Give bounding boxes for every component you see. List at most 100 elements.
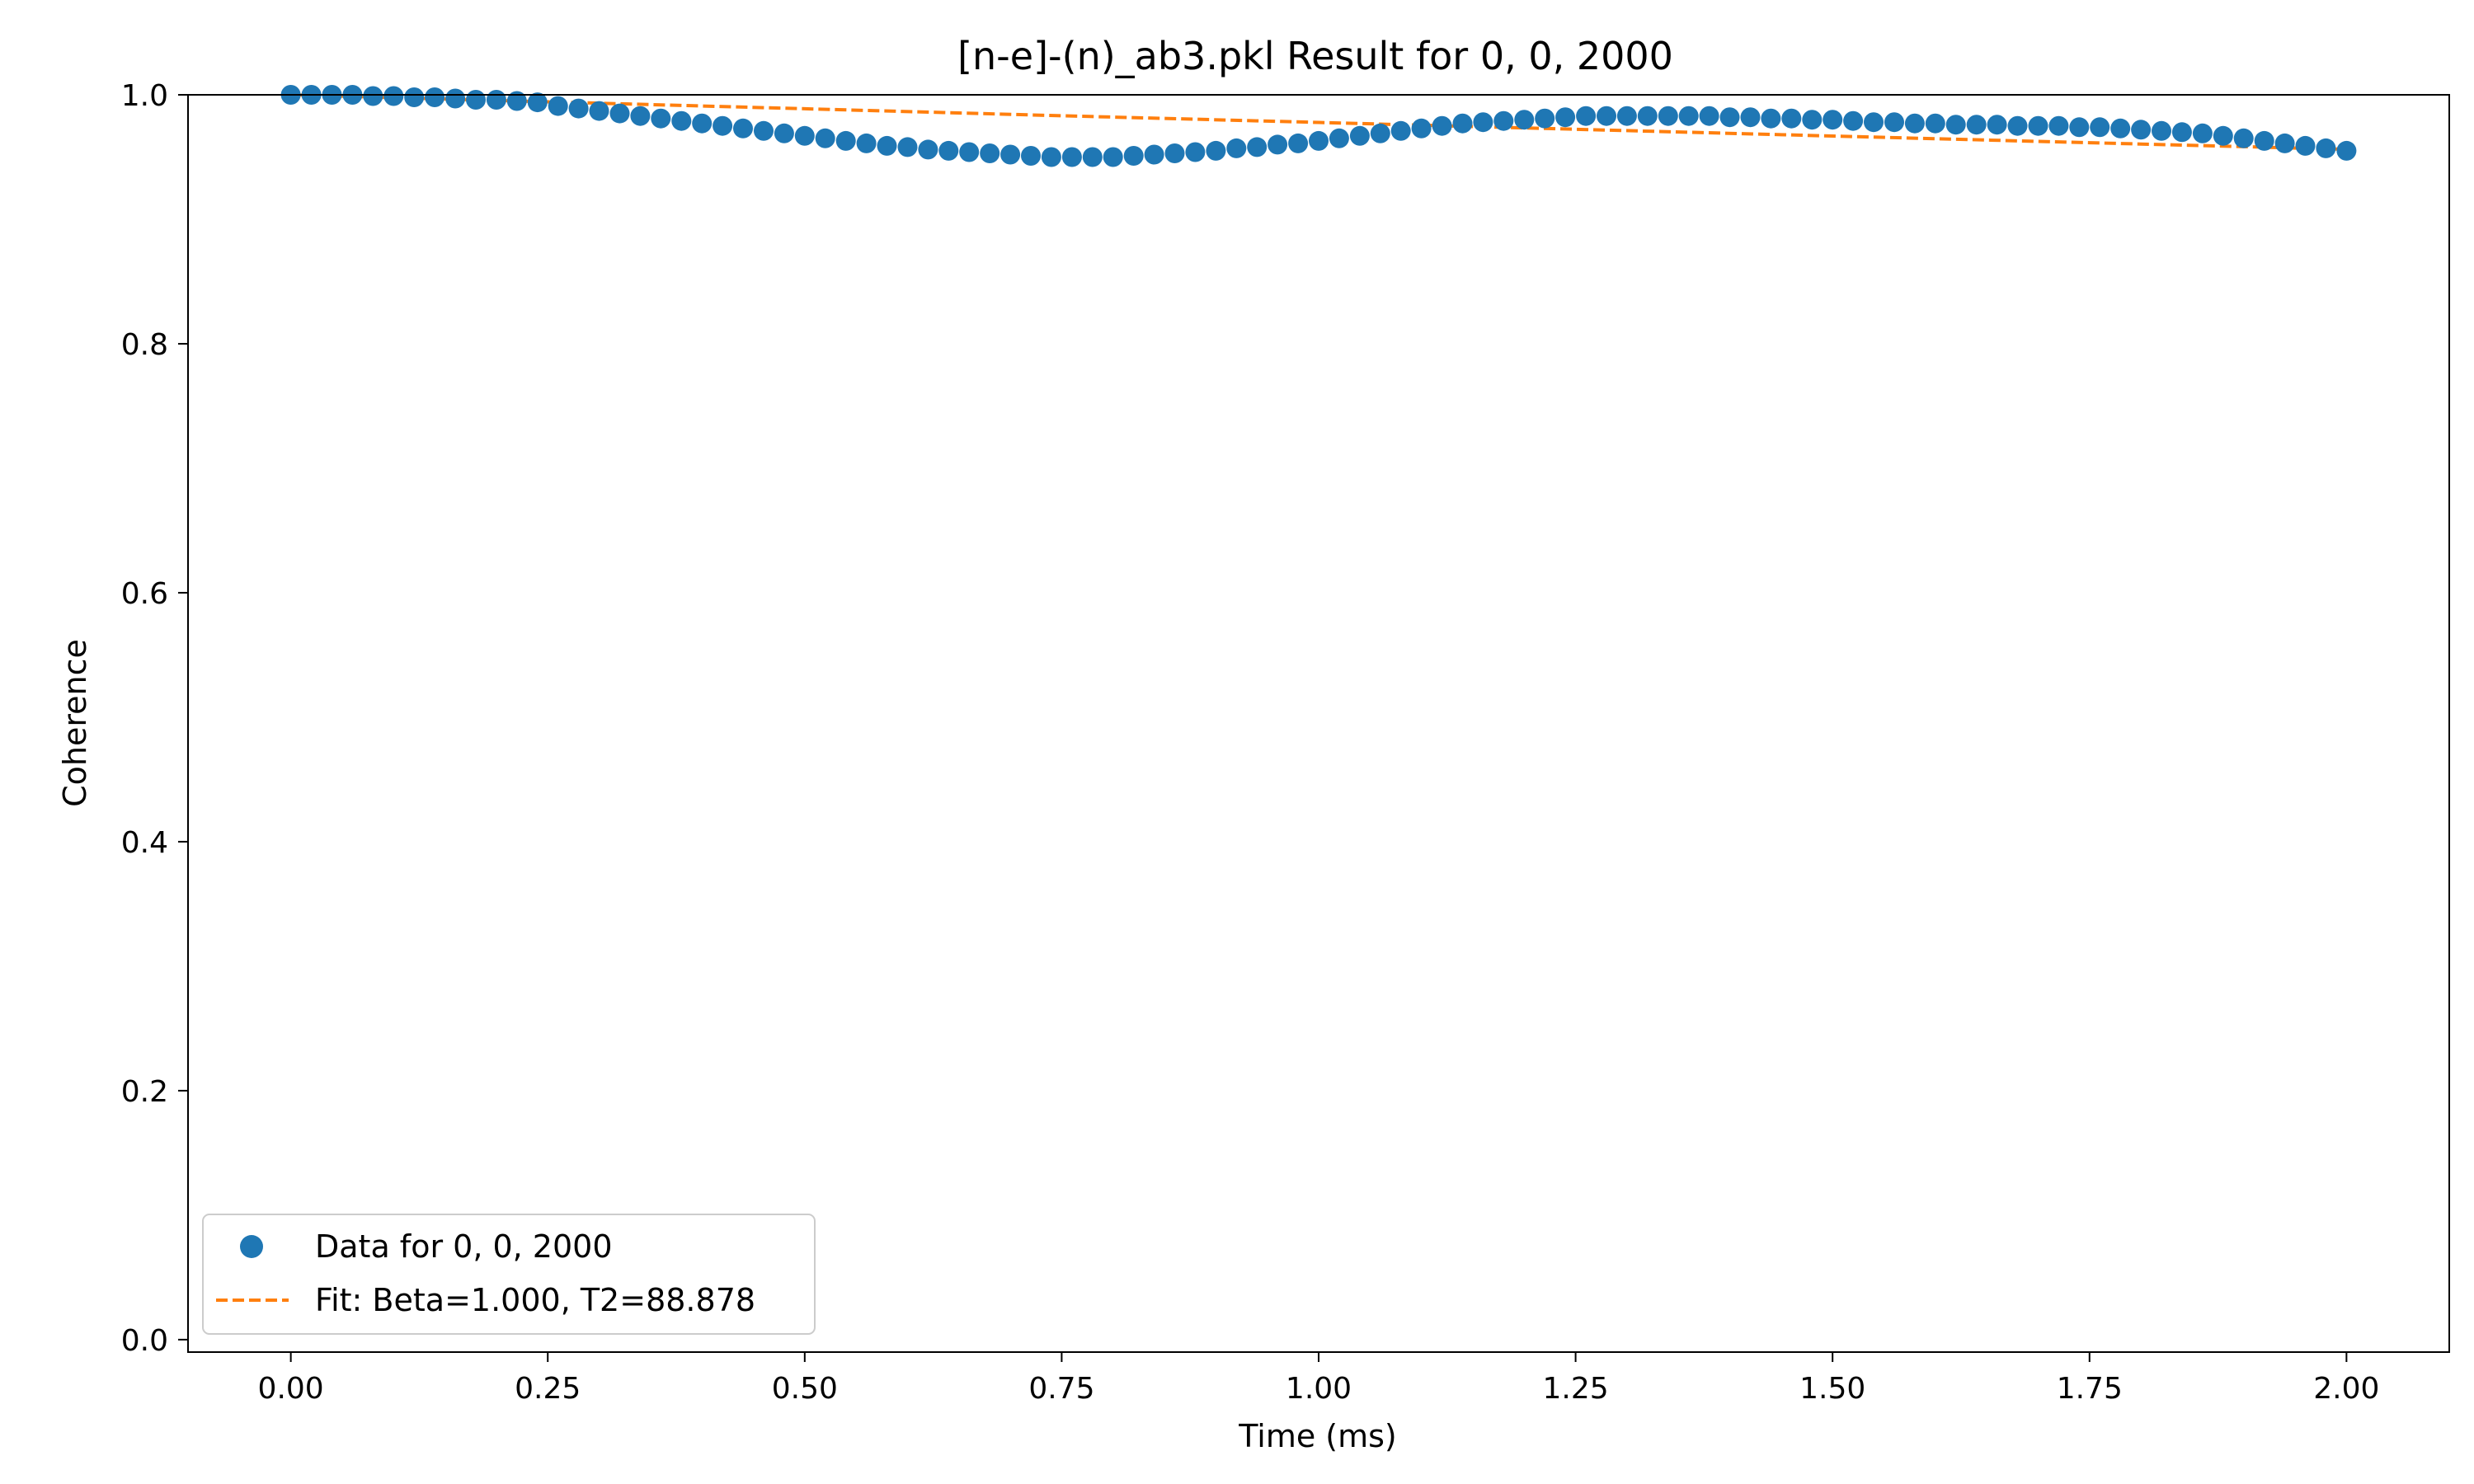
data-point <box>1390 120 1411 141</box>
data-point <box>794 125 815 146</box>
x-tick-label: 0.50 <box>772 1372 838 1406</box>
x-axis-label: Time (ms) <box>1238 1418 1397 1454</box>
data-point <box>1411 118 1432 139</box>
data-point <box>1247 137 1268 157</box>
x-tick-label: 0.00 <box>258 1372 324 1406</box>
data-point <box>1206 140 1226 161</box>
chart-title: [n-e]-(n)_ab3.pkl Result for 0, 0, 2000 <box>957 34 1673 78</box>
legend-entry-fit: Fit: Beta=1.000, T2=88.878 <box>315 1282 755 1318</box>
data-point <box>754 120 774 141</box>
data-point <box>2274 133 2295 153</box>
data-point <box>1823 110 1843 130</box>
data-point <box>1555 107 1576 128</box>
data-point <box>1493 110 1514 131</box>
data-point <box>1658 106 1678 126</box>
plot-area <box>188 95 2449 1352</box>
data-point <box>1719 107 1740 128</box>
data-point <box>1925 113 1945 134</box>
data-point <box>1144 144 1164 165</box>
legend-box <box>202 1214 816 1335</box>
data-point <box>1514 110 1535 130</box>
data-point <box>2336 140 2357 161</box>
x-tick-label: 1.50 <box>1799 1372 1865 1406</box>
data-point <box>671 110 692 131</box>
x-tick-label: 1.25 <box>1543 1372 1609 1406</box>
data-point <box>1699 106 1719 126</box>
data-point <box>1637 106 1658 126</box>
data-point <box>1164 143 1185 163</box>
data-point <box>1123 146 1144 166</box>
data-point <box>918 139 938 160</box>
data-point <box>1041 147 1061 167</box>
data-point <box>733 118 753 139</box>
data-points <box>280 85 2357 167</box>
data-point <box>527 92 548 113</box>
data-point <box>1597 106 1616 126</box>
data-point <box>548 96 568 116</box>
data-point <box>2090 117 2110 138</box>
data-point <box>1061 147 1082 167</box>
x-tick-label: 0.25 <box>515 1372 581 1406</box>
y-tick-label: 1.0 <box>121 79 168 113</box>
fit-line <box>290 93 2347 152</box>
data-point <box>2233 128 2254 148</box>
data-point <box>1349 125 1370 146</box>
data-point <box>651 108 671 129</box>
data-point <box>1082 147 1103 167</box>
data-point <box>506 91 527 111</box>
data-point <box>1576 106 1597 126</box>
data-point <box>692 113 713 134</box>
legend: Data for 0, 0, 2000 Fit: Beta=1.000, T2=… <box>202 1214 816 1335</box>
data-point <box>1000 144 1021 165</box>
data-point <box>2213 125 2233 146</box>
data-point <box>1103 147 1123 167</box>
y-tick-label: 0.6 <box>121 577 168 611</box>
data-point <box>1021 146 1041 166</box>
data-point <box>877 135 897 156</box>
data-point <box>1370 123 1390 143</box>
data-point <box>2048 115 2069 136</box>
data-point <box>2254 130 2274 151</box>
data-point <box>383 86 404 106</box>
data-point <box>959 142 980 162</box>
data-point <box>2192 123 2213 143</box>
data-point <box>835 130 856 151</box>
y-tick-label: 0.0 <box>121 1324 168 1358</box>
data-point <box>1268 134 1288 155</box>
data-point <box>1288 133 1309 153</box>
data-point <box>630 106 651 126</box>
data-point <box>1473 112 1493 133</box>
data-point <box>2171 122 2192 143</box>
data-point <box>486 90 506 110</box>
data-point <box>1432 115 1452 136</box>
data-point <box>1185 142 1206 162</box>
data-point <box>1740 107 1761 128</box>
legend-entry-data: Data for 0, 0, 2000 <box>315 1228 613 1265</box>
data-point <box>1616 106 1637 126</box>
data-point <box>1226 138 1247 158</box>
data-point <box>1802 110 1823 130</box>
data-point <box>1761 108 1781 129</box>
data-point <box>1678 106 1699 126</box>
data-point <box>2028 115 2048 136</box>
data-point <box>1987 115 2007 135</box>
data-point <box>2152 120 2171 141</box>
data-point <box>856 133 877 153</box>
data-point <box>404 87 425 107</box>
data-point <box>1864 112 1884 133</box>
data-point <box>1843 110 1864 131</box>
data-point <box>2069 117 2090 138</box>
x-axis-ticks: 0.00 0.25 0.50 0.75 1.00 1.25 1.50 1.75 2.00 <box>258 1352 2379 1406</box>
data-point <box>938 140 959 161</box>
data-point <box>2131 120 2152 140</box>
fit-layer <box>290 93 2347 152</box>
data-point <box>1535 108 1555 129</box>
y-tick-label: 0.8 <box>121 328 168 362</box>
x-tick-label: 1.75 <box>2057 1372 2123 1406</box>
y-axis-label: Coherence <box>57 639 93 807</box>
y-axis-ticks: 0.0 0.2 0.4 0.6 0.8 1.0 <box>121 79 188 1358</box>
data-point <box>980 143 1000 163</box>
data-point <box>713 115 733 136</box>
data-point <box>425 87 445 107</box>
